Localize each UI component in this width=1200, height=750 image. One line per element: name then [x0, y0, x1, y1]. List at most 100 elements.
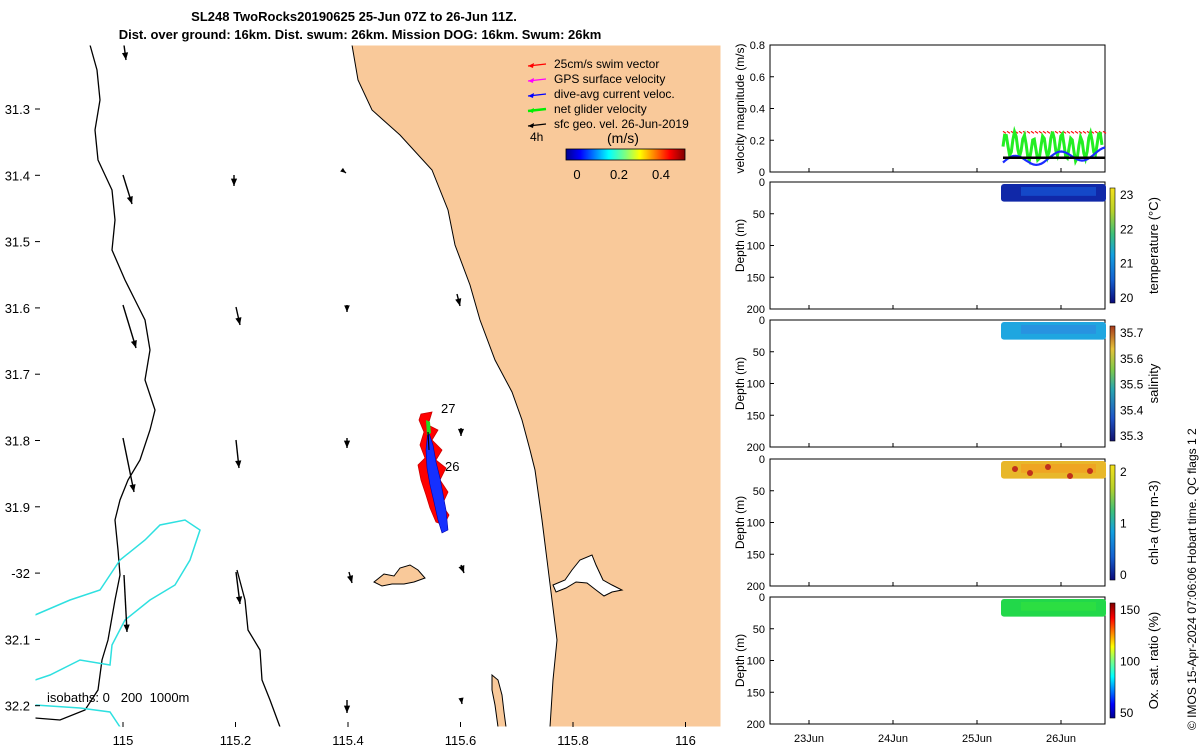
geo-velocity-arrowhead — [455, 298, 462, 306]
panel-ylabel: Depth (m) — [733, 357, 747, 410]
lat-tick-label: 31.9 — [5, 500, 30, 515]
colorbar-tick-label: 1 — [1120, 517, 1127, 531]
panel-ytick-label: 0.2 — [750, 135, 765, 147]
geo-velocity-arrowhead — [121, 52, 129, 60]
lon-tick-label: 115.2 — [220, 733, 252, 748]
geo-velocity-arrowhead — [457, 428, 465, 436]
panel-ytick-label: 150 — [747, 687, 765, 699]
net-velocity-mark — [426, 420, 431, 435]
panel-ylabel: velocity magnitude (m/s) — [733, 43, 747, 173]
geo-velocity-arrowhead — [458, 565, 465, 573]
legend-arrowhead — [528, 123, 534, 128]
legend-label: 25cm/s swim vector — [554, 57, 659, 71]
geo-velocity-arrow — [122, 304, 137, 349]
panel-colorbar — [1109, 464, 1116, 581]
geo-velocity-arrowhead — [344, 305, 350, 312]
lon-tick-label: 115.4 — [332, 733, 364, 748]
profile-data-highlight — [1021, 325, 1096, 334]
geo-velocity-arrowhead — [235, 317, 242, 325]
swim-vector-marker — [1038, 130, 1043, 134]
swim-vector-marker — [1026, 130, 1031, 134]
map-lon-ticks: 115 115.2 115.4 115.6 115.8 116 — [113, 722, 696, 748]
geo-velocity-arrowhead — [126, 196, 133, 204]
map-title: SL248 TwoRocks20190625 25-Jun 07Z to 26-… — [191, 9, 517, 24]
geo-velocity-arrow — [123, 574, 128, 633]
swim-vector-marker — [1018, 130, 1023, 134]
colorbar-tick-label: 23 — [1120, 188, 1134, 202]
swim-vector-marker — [1054, 130, 1059, 134]
panel-colorbar — [1109, 602, 1116, 719]
panel-cbar-label: Ox. sat. ratio (%) — [1146, 612, 1161, 710]
panel-ytick-label: 200 — [747, 304, 765, 316]
map-panel: 31.331.431.531.631.731.831.9-3232.132.2 … — [5, 44, 722, 748]
panel-ytick-label: 50 — [753, 209, 765, 221]
time-tick-label: 23Jun — [794, 733, 824, 745]
geo-velocity-arrowhead — [343, 705, 351, 713]
panel-ytick-label: 0 — [759, 177, 765, 189]
legend-label: sfc geo. vel. 26-Jun-2019 — [554, 117, 689, 131]
legend-arrowhead — [528, 78, 534, 83]
track-arrow — [427, 431, 430, 451]
lat-tick-label: 31.5 — [5, 235, 30, 250]
swim-vector-marker — [1078, 130, 1083, 134]
panel-ylabel: Depth (m) — [733, 219, 747, 272]
geo-velocity-arrowhead — [230, 178, 238, 186]
colorbar-tick-label: 0.4 — [652, 167, 670, 182]
swim-vector-marker — [1030, 130, 1035, 134]
time-tick-label: 25Jun — [962, 733, 992, 745]
profile-data-highlight — [1021, 602, 1096, 611]
panel-frame — [769, 596, 1106, 725]
swim-vector-marker — [1046, 130, 1051, 134]
isobath-shelf — [236, 569, 281, 727]
colorbar-tick-label: 20 — [1120, 291, 1134, 305]
panel-ytick-label: 200 — [747, 442, 765, 454]
lat-tick-label: -32 — [11, 566, 30, 581]
panel-ytick-label: 150 — [747, 272, 765, 284]
chl-hotspot — [1045, 464, 1051, 470]
panel-ytick-label: 50 — [753, 486, 765, 498]
geo-velocity-arrowhead — [235, 596, 243, 604]
swim-vector-marker — [1006, 130, 1011, 134]
velocity-series — [1001, 125, 1107, 167]
isobath-1000m — [35, 519, 201, 681]
chl-hotspot — [1067, 473, 1073, 479]
isobath-1000m-lower — [35, 704, 121, 727]
panel-ytick-label: 150 — [747, 549, 765, 561]
lat-tick-label: 31.7 — [5, 367, 30, 382]
panel-ytick-label: 0 — [759, 592, 765, 604]
panel-2: 0 50 100 150 200 Depth (m) 35.3 35.4 35.5 35.6 35.… — [733, 315, 1161, 454]
panel-ytick-label: 100 — [747, 241, 765, 253]
colorbar-tick-label: 2 — [1120, 465, 1127, 479]
garden-island — [491, 673, 507, 727]
panel-frame — [769, 319, 1106, 448]
isobaths-label: isobaths: 0 200 1000m — [47, 690, 189, 705]
colorbar-tick-label: 35.5 — [1120, 378, 1144, 392]
legend-time-label: 4h — [530, 130, 543, 144]
panel-ytick-label: 0 — [759, 167, 765, 179]
panel-cbar-label: salinity — [1146, 363, 1161, 403]
profile-data-highlight — [1021, 187, 1096, 196]
panel-frame — [769, 458, 1106, 587]
swim-vector-marker — [1082, 130, 1087, 134]
swim-vector-marker — [1074, 130, 1079, 134]
panel-ytick-label: 200 — [747, 581, 765, 593]
panel-1: 0 50 100 150 200 Depth (m) 20 21 22 23 temperature… — [733, 177, 1161, 316]
credit-text: © IMOS 15-Apr-2024 07:06:06 Hobart time.… — [1185, 428, 1199, 730]
panel-ytick-label: 0.6 — [750, 72, 765, 84]
geo-velocity-arrowhead — [347, 575, 354, 583]
isobath-200m — [35, 45, 156, 721]
swim-vector-marker — [1042, 130, 1047, 134]
chl-hotspot — [1012, 466, 1018, 472]
lat-tick-label: 31.8 — [5, 434, 30, 449]
current-vectors — [425, 429, 449, 534]
chl-hotspot — [1087, 468, 1093, 474]
map-subtitle: Dist. over ground: 16km. Dist. swum: 26k… — [118, 27, 602, 42]
geo-velocity-arrowhead — [129, 484, 136, 492]
panel-4: 0 50 100 150 200 Depth (m) 50 100 150 Ox. sat. ra… — [733, 592, 1161, 731]
legend-label: GPS surface velocity — [554, 72, 665, 86]
colorbar-tick-label: 150 — [1120, 603, 1140, 617]
panel-colorbar — [1109, 325, 1116, 442]
swim-vector-marker — [1102, 130, 1107, 134]
